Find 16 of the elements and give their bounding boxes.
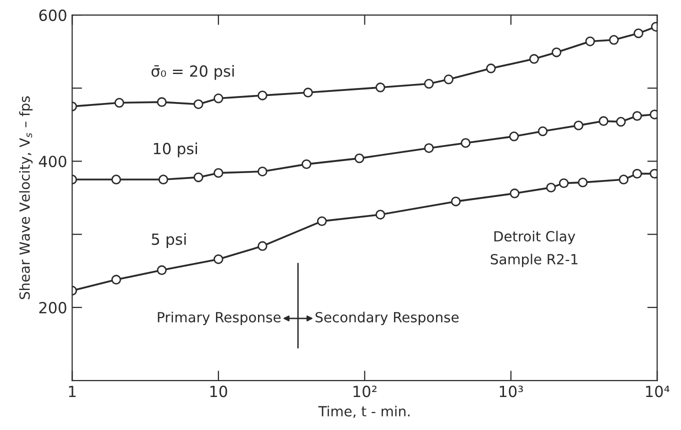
x-tick-label: 10	[210, 386, 228, 398]
annotation: Detroit Clay Sample R2-1	[490, 230, 578, 268]
y-axis-title: Shear Wave Velocity, V$_{s}$ – fps	[19, 96, 33, 300]
series-label: σ̄₀ = 20 psi	[152, 65, 234, 80]
series-label: 10 psi	[154, 142, 197, 158]
y-tick-label: 400	[38, 156, 66, 168]
series-label: 5 psi	[152, 233, 186, 248]
x-axis-title: Time, t - min.	[318, 406, 410, 418]
x-tick-label: 1	[69, 386, 76, 398]
x-tick-label: 10⁴	[646, 386, 670, 398]
annotation: Primary Response	[158, 312, 281, 326]
x-tick-label: 10²	[354, 386, 376, 398]
y-tick-label: 200	[39, 302, 66, 314]
x-tick-label: 10³	[500, 386, 523, 398]
y-tick-label: 600	[39, 10, 66, 22]
annotation: Secondary Response	[316, 312, 459, 326]
